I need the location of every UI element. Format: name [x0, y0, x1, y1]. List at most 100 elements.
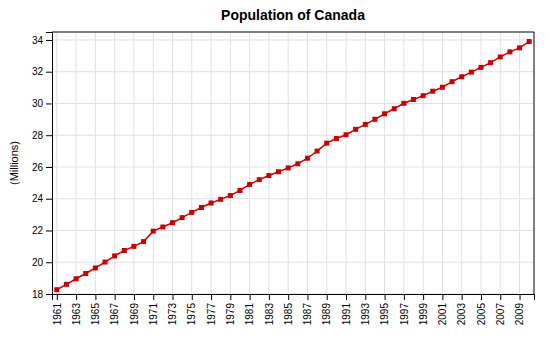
- x-tick-label: 1971: [148, 303, 159, 326]
- y-tick-mark: [46, 72, 52, 73]
- marker: [363, 122, 368, 127]
- x-tick-label: 2003: [456, 303, 467, 326]
- grid-line-y: [52, 262, 534, 263]
- x-tick-mark: [404, 294, 405, 300]
- marker: [392, 106, 397, 111]
- x-tick-label: 1979: [225, 303, 236, 326]
- marker: [209, 201, 214, 206]
- x-tick-label: 1995: [379, 303, 390, 326]
- marker: [430, 89, 435, 94]
- x-tick-mark: [307, 294, 308, 300]
- marker: [324, 141, 329, 146]
- y-axis-label: (Millions): [8, 141, 20, 185]
- marker: [247, 182, 252, 187]
- x-tick-mark: [153, 294, 154, 300]
- marker: [189, 210, 194, 215]
- x-tick-label: 1961: [52, 303, 63, 326]
- x-tick-label: 1983: [264, 303, 275, 326]
- x-tick-mark: [134, 294, 135, 300]
- x-tick: 1961: [52, 294, 63, 325]
- y-tick-label: 20: [32, 257, 44, 268]
- line: [57, 42, 529, 290]
- x-tick-label: 1975: [186, 303, 197, 326]
- marker: [401, 101, 406, 106]
- marker: [237, 188, 242, 193]
- grid-line-y: [52, 103, 534, 104]
- x-tick: 1987: [302, 294, 313, 325]
- x-tick-label: 1967: [109, 303, 120, 326]
- marker: [469, 70, 474, 75]
- y-tick-label: 30: [32, 98, 44, 109]
- x-tick-label: 2007: [495, 303, 506, 326]
- plot-area: 1961196319651967196919711973197519771979…: [32, 32, 535, 325]
- x-tick-label: 2005: [476, 303, 487, 326]
- x-tick-mark: [500, 294, 501, 300]
- marker: [199, 205, 204, 210]
- x-tick: 2007: [495, 294, 506, 325]
- y-tick: 28: [32, 130, 52, 141]
- x-tick-mark: [423, 294, 424, 300]
- x-tick-mark: [346, 294, 347, 300]
- marker: [450, 79, 455, 84]
- x-tick: 1995: [379, 294, 390, 325]
- x-tick-label: 1973: [167, 303, 178, 326]
- x-tick: 1963: [71, 294, 82, 325]
- grid-line-y: [52, 39, 534, 40]
- x-tick: 1969: [129, 294, 140, 325]
- y-tick: 24: [32, 193, 52, 204]
- x-tick: 1989: [321, 294, 332, 325]
- x-tick-label: 1963: [71, 303, 82, 326]
- y-tick-mark: [46, 199, 52, 200]
- x-tick-mark: [365, 294, 366, 300]
- grid-line-y: [52, 71, 534, 72]
- marker: [180, 215, 185, 220]
- x-tick-mark: [76, 294, 77, 300]
- x-tick: 1967: [109, 294, 120, 325]
- marker: [344, 132, 349, 137]
- x-tick-mark: [211, 294, 212, 300]
- x-tick-mark: [520, 294, 521, 300]
- x-tick: 1965: [90, 294, 101, 325]
- y-tick-label: 32: [32, 66, 44, 77]
- x-tick-mark: [442, 294, 443, 300]
- marker: [527, 39, 532, 44]
- y-tick: 18: [32, 289, 52, 300]
- x-tick-mark: [288, 294, 289, 300]
- axis-line: [46, 33, 53, 295]
- marker: [131, 244, 136, 249]
- x-tick: 2003: [456, 294, 467, 325]
- marker: [112, 253, 117, 258]
- marker: [83, 271, 88, 276]
- x-tick-label: 1999: [418, 303, 429, 326]
- x-tick: 2009: [514, 294, 525, 325]
- y-tick-mark: [46, 135, 52, 136]
- x-tick: 1975: [186, 294, 197, 325]
- marker: [517, 45, 522, 50]
- x-tick: 1979: [225, 294, 236, 325]
- x-tick: 2005: [476, 294, 487, 325]
- x-tick-label: 1997: [399, 303, 410, 326]
- x-tick-label: 2009: [514, 303, 525, 326]
- grid: [52, 32, 534, 294]
- marker: [151, 229, 156, 234]
- frame-line: [534, 32, 535, 294]
- x-tick: 1971: [148, 294, 159, 325]
- x-tick: 1985: [283, 294, 294, 325]
- title: Population of Canada: [221, 7, 365, 23]
- x-axis: 1961196319651967196919711973197519771979…: [52, 294, 535, 325]
- x-tick-mark: [192, 294, 193, 300]
- x-tick-label: 1969: [129, 303, 140, 326]
- x-tick-mark: [269, 294, 270, 300]
- y-tick: 20: [32, 257, 52, 268]
- x-tick-label: 1981: [244, 303, 255, 326]
- x-tick: 1999: [418, 294, 429, 325]
- marker: [305, 156, 310, 161]
- x-tick-label: 1993: [360, 303, 371, 326]
- marker: [498, 54, 503, 59]
- x-tick: 1983: [264, 294, 275, 325]
- marker: [170, 220, 175, 225]
- y-tick-label: 28: [32, 130, 44, 141]
- marker: [372, 117, 377, 122]
- marker: [315, 149, 320, 154]
- y-axis: 182022242628303234: [32, 33, 53, 300]
